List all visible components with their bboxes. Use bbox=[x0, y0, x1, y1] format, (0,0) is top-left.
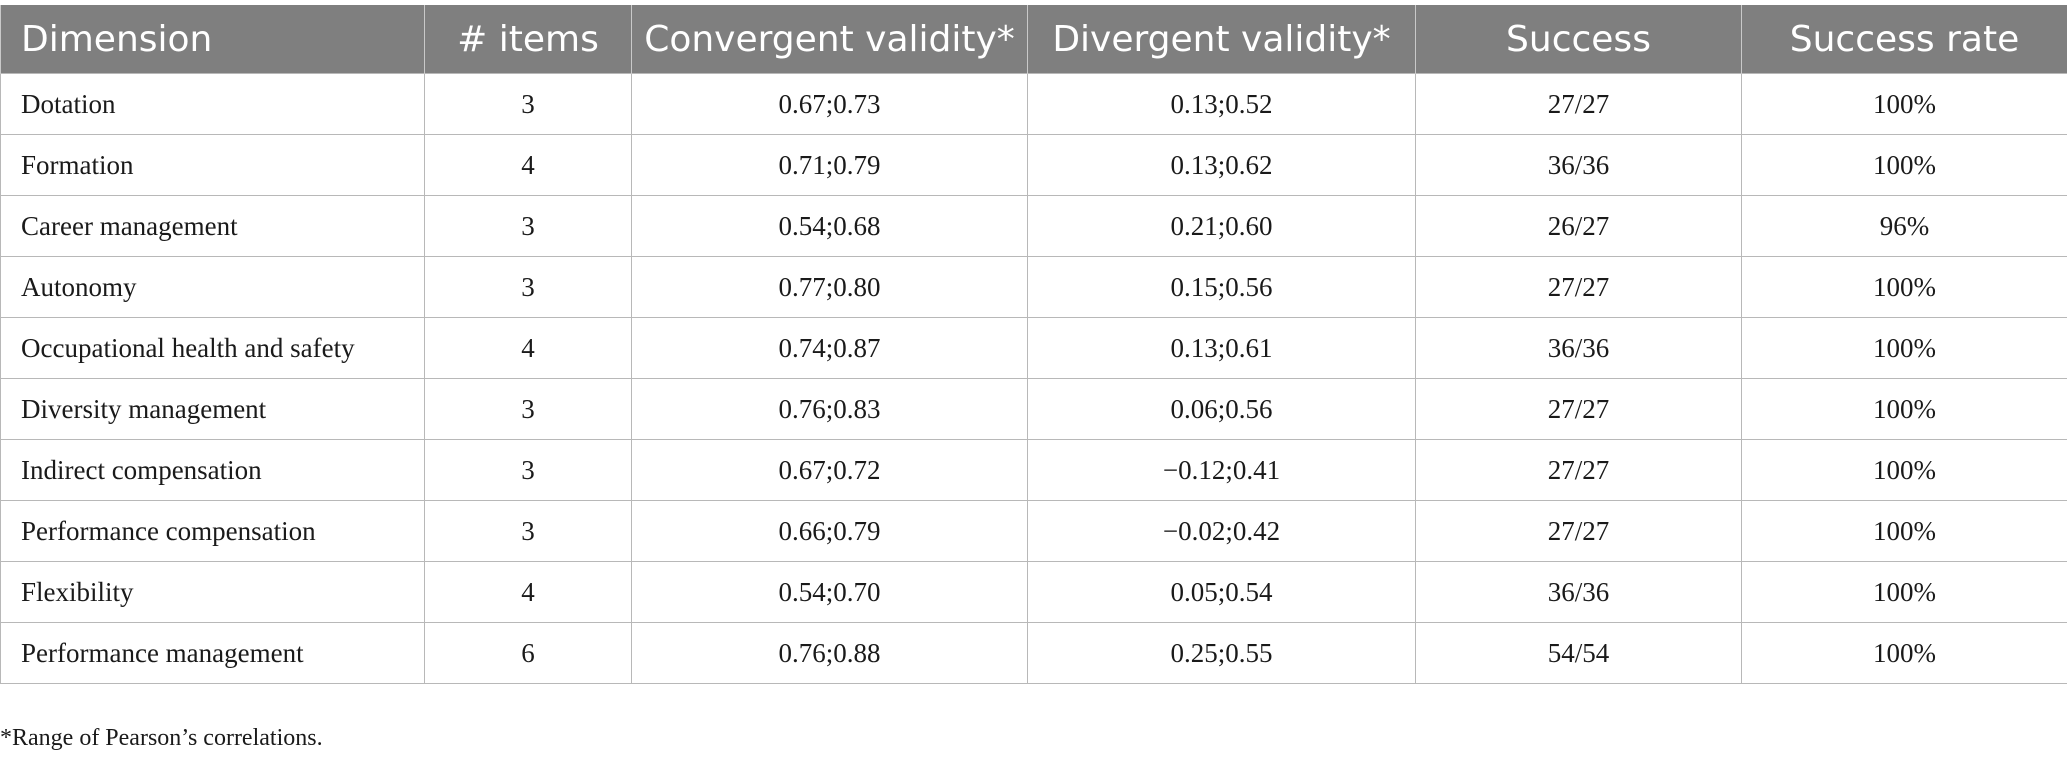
cell-items: 3 bbox=[424, 378, 632, 440]
cell-success-rate: 100% bbox=[1741, 73, 2067, 135]
header-convergent-validity: Convergent validity* bbox=[631, 5, 1028, 74]
cell-divergent-validity: 0.13;0.52 bbox=[1027, 73, 1416, 135]
cell-dimension: Career management bbox=[0, 195, 425, 257]
header-success-rate: Success rate bbox=[1741, 5, 2067, 74]
cell-success-rate: 100% bbox=[1741, 439, 2067, 501]
cell-convergent-validity: 0.66;0.79 bbox=[631, 500, 1028, 562]
cell-dimension: Performance compensation bbox=[0, 500, 425, 562]
cell-convergent-validity: 0.77;0.80 bbox=[631, 256, 1028, 318]
cell-success-rate: 100% bbox=[1741, 317, 2067, 379]
cell-items: 4 bbox=[424, 561, 632, 623]
cell-divergent-validity: −0.02;0.42 bbox=[1027, 500, 1416, 562]
cell-success-rate: 100% bbox=[1741, 256, 2067, 318]
cell-convergent-validity: 0.71;0.79 bbox=[631, 134, 1028, 196]
header-row: Dimension # items Convergent validity* D… bbox=[0, 5, 2067, 74]
cell-dimension: Dotation bbox=[0, 73, 425, 135]
table-row: Autonomy 3 0.77;0.80 0.15;0.56 27/27 100… bbox=[0, 256, 2067, 318]
cell-items: 6 bbox=[424, 622, 632, 684]
table-row: Formation 4 0.71;0.79 0.13;0.62 36/36 10… bbox=[0, 134, 2067, 196]
cell-divergent-validity: 0.06;0.56 bbox=[1027, 378, 1416, 440]
cell-success: 27/27 bbox=[1415, 256, 1742, 318]
cell-success: 27/27 bbox=[1415, 73, 1742, 135]
cell-divergent-validity: −0.12;0.41 bbox=[1027, 439, 1416, 501]
cell-dimension: Autonomy bbox=[0, 256, 425, 318]
cell-divergent-validity: 0.15;0.56 bbox=[1027, 256, 1416, 318]
cell-convergent-validity: 0.76;0.83 bbox=[631, 378, 1028, 440]
table-row: Dotation 3 0.67;0.73 0.13;0.52 27/27 100… bbox=[0, 73, 2067, 135]
cell-dimension: Flexibility bbox=[0, 561, 425, 623]
cell-success: 27/27 bbox=[1415, 378, 1742, 440]
cell-success-rate: 100% bbox=[1741, 500, 2067, 562]
cell-divergent-validity: 0.21;0.60 bbox=[1027, 195, 1416, 257]
cell-success: 27/27 bbox=[1415, 439, 1742, 501]
cell-success-rate: 100% bbox=[1741, 134, 2067, 196]
cell-success-rate: 100% bbox=[1741, 378, 2067, 440]
table-row: Performance compensation 3 0.66;0.79 −0.… bbox=[0, 500, 2067, 562]
cell-divergent-validity: 0.05;0.54 bbox=[1027, 561, 1416, 623]
cell-success-rate: 100% bbox=[1741, 561, 2067, 623]
cell-convergent-validity: 0.54;0.68 bbox=[631, 195, 1028, 257]
cell-items: 3 bbox=[424, 256, 632, 318]
cell-items: 3 bbox=[424, 195, 632, 257]
cell-success-rate: 96% bbox=[1741, 195, 2067, 257]
table-row: Flexibility 4 0.54;0.70 0.05;0.54 36/36 … bbox=[0, 561, 2067, 623]
cell-items: 4 bbox=[424, 317, 632, 379]
table-row: Indirect compensation 3 0.67;0.72 −0.12;… bbox=[0, 439, 2067, 501]
cell-convergent-validity: 0.54;0.70 bbox=[631, 561, 1028, 623]
cell-dimension: Diversity management bbox=[0, 378, 425, 440]
table-row: Occupational health and safety 4 0.74;0.… bbox=[0, 317, 2067, 379]
cell-items: 3 bbox=[424, 500, 632, 562]
header-success: Success bbox=[1415, 5, 1742, 74]
cell-dimension: Occupational health and safety bbox=[0, 317, 425, 379]
table-footnote: *Range of Pearson’s correlations. bbox=[0, 725, 323, 751]
table-row: Performance management 6 0.76;0.88 0.25;… bbox=[0, 622, 2067, 684]
header-items: # items bbox=[424, 5, 632, 74]
cell-items: 3 bbox=[424, 439, 632, 501]
cell-success: 36/36 bbox=[1415, 317, 1742, 379]
cell-dimension: Indirect compensation bbox=[0, 439, 425, 501]
cell-divergent-validity: 0.25;0.55 bbox=[1027, 622, 1416, 684]
cell-convergent-validity: 0.67;0.73 bbox=[631, 73, 1028, 135]
cell-success-rate: 100% bbox=[1741, 622, 2067, 684]
cell-success: 36/36 bbox=[1415, 561, 1742, 623]
table-body: Dotation 3 0.67;0.73 0.13;0.52 27/27 100… bbox=[0, 73, 2067, 684]
cell-convergent-validity: 0.74;0.87 bbox=[631, 317, 1028, 379]
cell-items: 3 bbox=[424, 73, 632, 135]
table-header: Dimension # items Convergent validity* D… bbox=[0, 5, 2067, 74]
cell-success: 26/27 bbox=[1415, 195, 1742, 257]
validity-table: Dimension # items Convergent validity* D… bbox=[0, 5, 2067, 684]
cell-divergent-validity: 0.13;0.62 bbox=[1027, 134, 1416, 196]
cell-success: 54/54 bbox=[1415, 622, 1742, 684]
cell-items: 4 bbox=[424, 134, 632, 196]
cell-convergent-validity: 0.67;0.72 bbox=[631, 439, 1028, 501]
table-row: Career management 3 0.54;0.68 0.21;0.60 … bbox=[0, 195, 2067, 257]
cell-success: 36/36 bbox=[1415, 134, 1742, 196]
cell-success: 27/27 bbox=[1415, 500, 1742, 562]
header-dimension: Dimension bbox=[0, 5, 425, 74]
cell-divergent-validity: 0.13;0.61 bbox=[1027, 317, 1416, 379]
cell-dimension: Performance management bbox=[0, 622, 425, 684]
table-row: Diversity management 3 0.76;0.83 0.06;0.… bbox=[0, 378, 2067, 440]
cell-convergent-validity: 0.76;0.88 bbox=[631, 622, 1028, 684]
cell-dimension: Formation bbox=[0, 134, 425, 196]
header-divergent-validity: Divergent validity* bbox=[1027, 5, 1416, 74]
validity-table-container: Dimension # items Convergent validity* D… bbox=[0, 5, 2067, 684]
